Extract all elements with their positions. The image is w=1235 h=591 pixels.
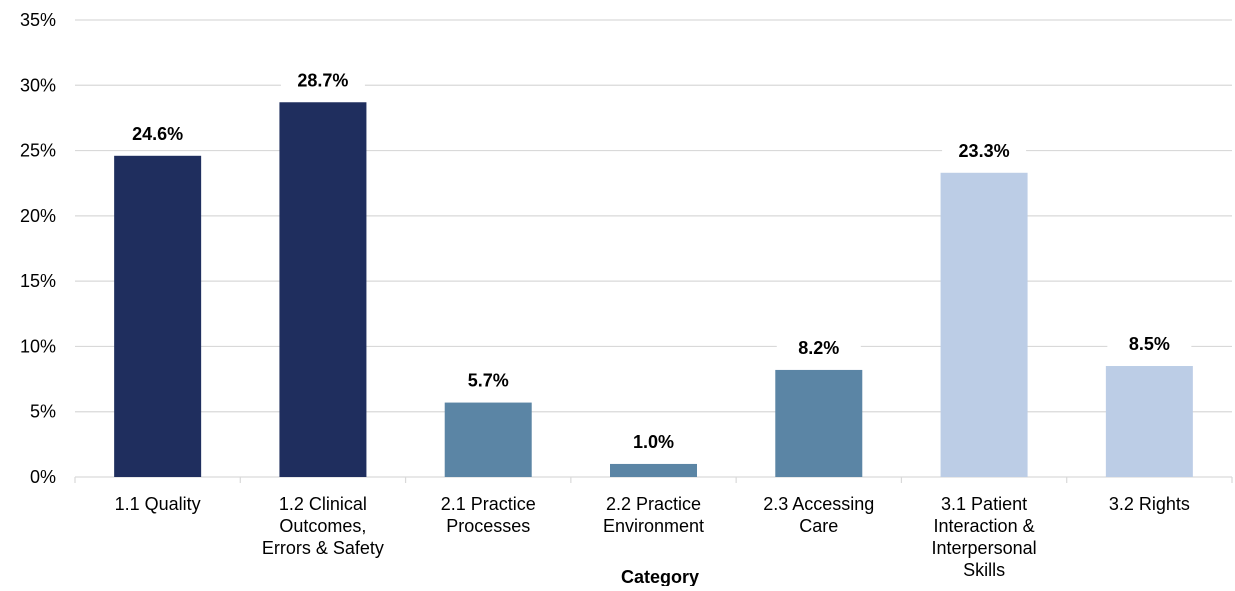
- y-tick-label: 20%: [20, 206, 56, 226]
- x-category-label: 2.1 Practice Processes: [441, 494, 536, 536]
- x-category-label-line: Errors & Safety: [262, 538, 384, 558]
- x-category-label-line: 3.1 Patient: [941, 494, 1027, 514]
- y-tick-label: 25%: [20, 141, 56, 161]
- data-label: 24.6%: [132, 124, 183, 144]
- x-category-label-line: Skills: [963, 560, 1005, 580]
- x-category-label: 3.2 Rights: [1109, 494, 1190, 514]
- y-axis-tick-labels: 0% 5% 10% 15% 20% 25% 30% 35%: [20, 10, 56, 487]
- data-label: 28.7%: [297, 70, 348, 90]
- data-label-background: [611, 430, 696, 455]
- y-tick-label: 30%: [20, 75, 56, 95]
- bar: [610, 463, 697, 477]
- y-tick-label: 15%: [20, 271, 56, 291]
- x-category-label: 1.2 Clinical Outcomes, Errors & Safety: [262, 494, 384, 558]
- x-category-label: 2.3 Accessing Care: [763, 494, 874, 536]
- data-label-background: [942, 139, 1027, 164]
- data-label: 1.0%: [633, 432, 674, 452]
- x-axis-title: Category: [621, 567, 699, 586]
- data-label: 5.7%: [468, 371, 509, 391]
- bar: [279, 102, 367, 477]
- bar: [114, 155, 202, 477]
- y-tick-label: 0%: [30, 467, 56, 487]
- bar: [940, 172, 1028, 478]
- bars: [114, 102, 1193, 478]
- x-category-label-line: Interpersonal: [932, 538, 1037, 558]
- x-category-label-line: 2.3 Accessing: [763, 494, 874, 514]
- gridlines: [74, 19, 1233, 483]
- x-category-label-line: Interaction &: [934, 516, 1035, 536]
- bar: [775, 369, 863, 477]
- y-tick-label: 35%: [20, 10, 56, 30]
- data-label-background: [280, 69, 365, 94]
- x-category-label: 1.1 Quality: [115, 494, 201, 514]
- x-axis-category-labels: 1.1 Quality 1.2 Clinical Outcomes, Errors &…: [115, 494, 1190, 580]
- bar: [1105, 366, 1193, 477]
- data-label-background: [446, 369, 531, 394]
- x-category-label: 2.2 Practice Environment: [603, 494, 704, 536]
- x-category-label-line: Processes: [446, 516, 530, 536]
- x-category-label-line: 2.2 Practice: [606, 494, 701, 514]
- data-label-background: [1107, 333, 1192, 358]
- data-label-background: [776, 336, 861, 361]
- y-tick-label: 5%: [30, 402, 56, 422]
- x-category-label-line: 2.1 Practice: [441, 494, 536, 514]
- y-tick-label: 10%: [20, 336, 56, 356]
- x-category-label: 3.1 Patient Interaction & Interpersonal Ski…: [932, 494, 1037, 580]
- x-category-label-line: Outcomes,: [279, 516, 366, 536]
- data-label: 8.5%: [1129, 334, 1170, 354]
- x-category-label-line: Care: [799, 516, 838, 536]
- data-label-background: [115, 122, 200, 147]
- bar: [444, 402, 532, 477]
- data-label: 8.2%: [798, 338, 839, 358]
- x-category-label-line: 1.2 Clinical: [279, 494, 367, 514]
- x-category-label-line: 3.2 Rights: [1109, 494, 1190, 514]
- x-category-label-line: 1.1 Quality: [115, 494, 201, 514]
- x-category-label-line: Environment: [603, 516, 704, 536]
- data-labels: 24.6% 28.7% 5.7% 1.0% 8.2% 23.3% 8.5%: [115, 69, 1192, 455]
- data-label: 23.3%: [959, 141, 1010, 161]
